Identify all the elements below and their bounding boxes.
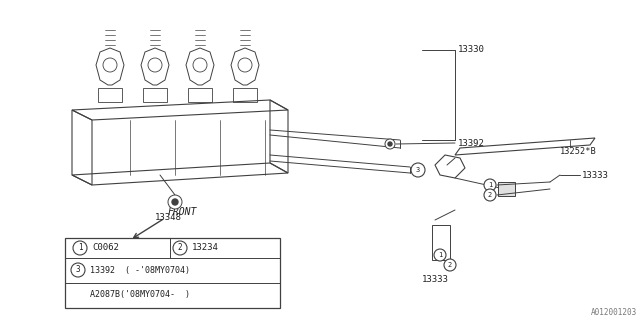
Circle shape [71,263,85,277]
Text: A2087B('08MY0704-  ): A2087B('08MY0704- ) [90,291,190,300]
Circle shape [484,189,496,201]
Text: 3: 3 [76,266,80,275]
Text: 3: 3 [416,167,420,173]
Text: 13234: 13234 [192,244,219,252]
Text: 2: 2 [178,244,182,252]
Text: 13330: 13330 [458,45,485,54]
Circle shape [484,179,496,191]
Circle shape [173,241,187,255]
Text: 13392: 13392 [458,139,485,148]
Text: 1: 1 [488,182,492,188]
Circle shape [434,249,446,261]
Circle shape [411,163,425,177]
Circle shape [385,139,395,149]
Text: 13333: 13333 [582,171,609,180]
Text: 2: 2 [448,262,452,268]
Circle shape [168,195,182,209]
Circle shape [388,142,392,146]
Text: 13348: 13348 [155,213,181,222]
Text: A012001203: A012001203 [591,308,637,317]
Text: C0062: C0062 [92,244,119,252]
Circle shape [73,241,87,255]
Text: FRONT: FRONT [168,207,197,217]
Text: 2: 2 [488,192,492,198]
Text: 13392  ( -'08MY0704): 13392 ( -'08MY0704) [90,266,190,275]
Text: 1: 1 [77,244,83,252]
Circle shape [444,259,456,271]
Text: 1: 1 [438,252,442,258]
Text: 13252*B: 13252*B [560,148,596,156]
Polygon shape [498,182,515,196]
Text: 13333: 13333 [422,276,449,284]
Circle shape [172,199,178,205]
